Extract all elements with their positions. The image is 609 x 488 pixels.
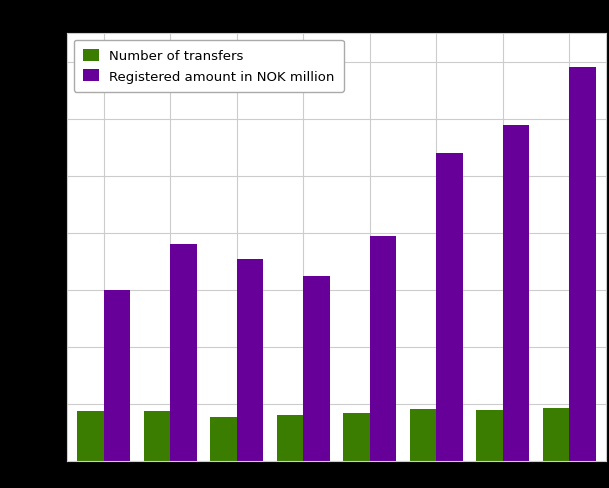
- Bar: [410, 409, 436, 461]
- Bar: [210, 417, 237, 461]
- Bar: [370, 236, 396, 461]
- Legend: Number of transfers, Registered amount in NOK million: Number of transfers, Registered amount i…: [74, 41, 344, 93]
- Bar: [170, 245, 197, 461]
- Bar: [237, 259, 263, 461]
- Bar: [343, 413, 370, 461]
- Bar: [77, 411, 104, 461]
- Bar: [104, 290, 130, 461]
- Bar: [476, 410, 503, 461]
- Bar: [543, 408, 569, 461]
- Bar: [569, 68, 596, 461]
- Bar: [144, 412, 170, 461]
- Bar: [436, 154, 463, 461]
- Bar: [303, 276, 330, 461]
- Bar: [276, 416, 303, 461]
- Bar: [503, 125, 529, 461]
